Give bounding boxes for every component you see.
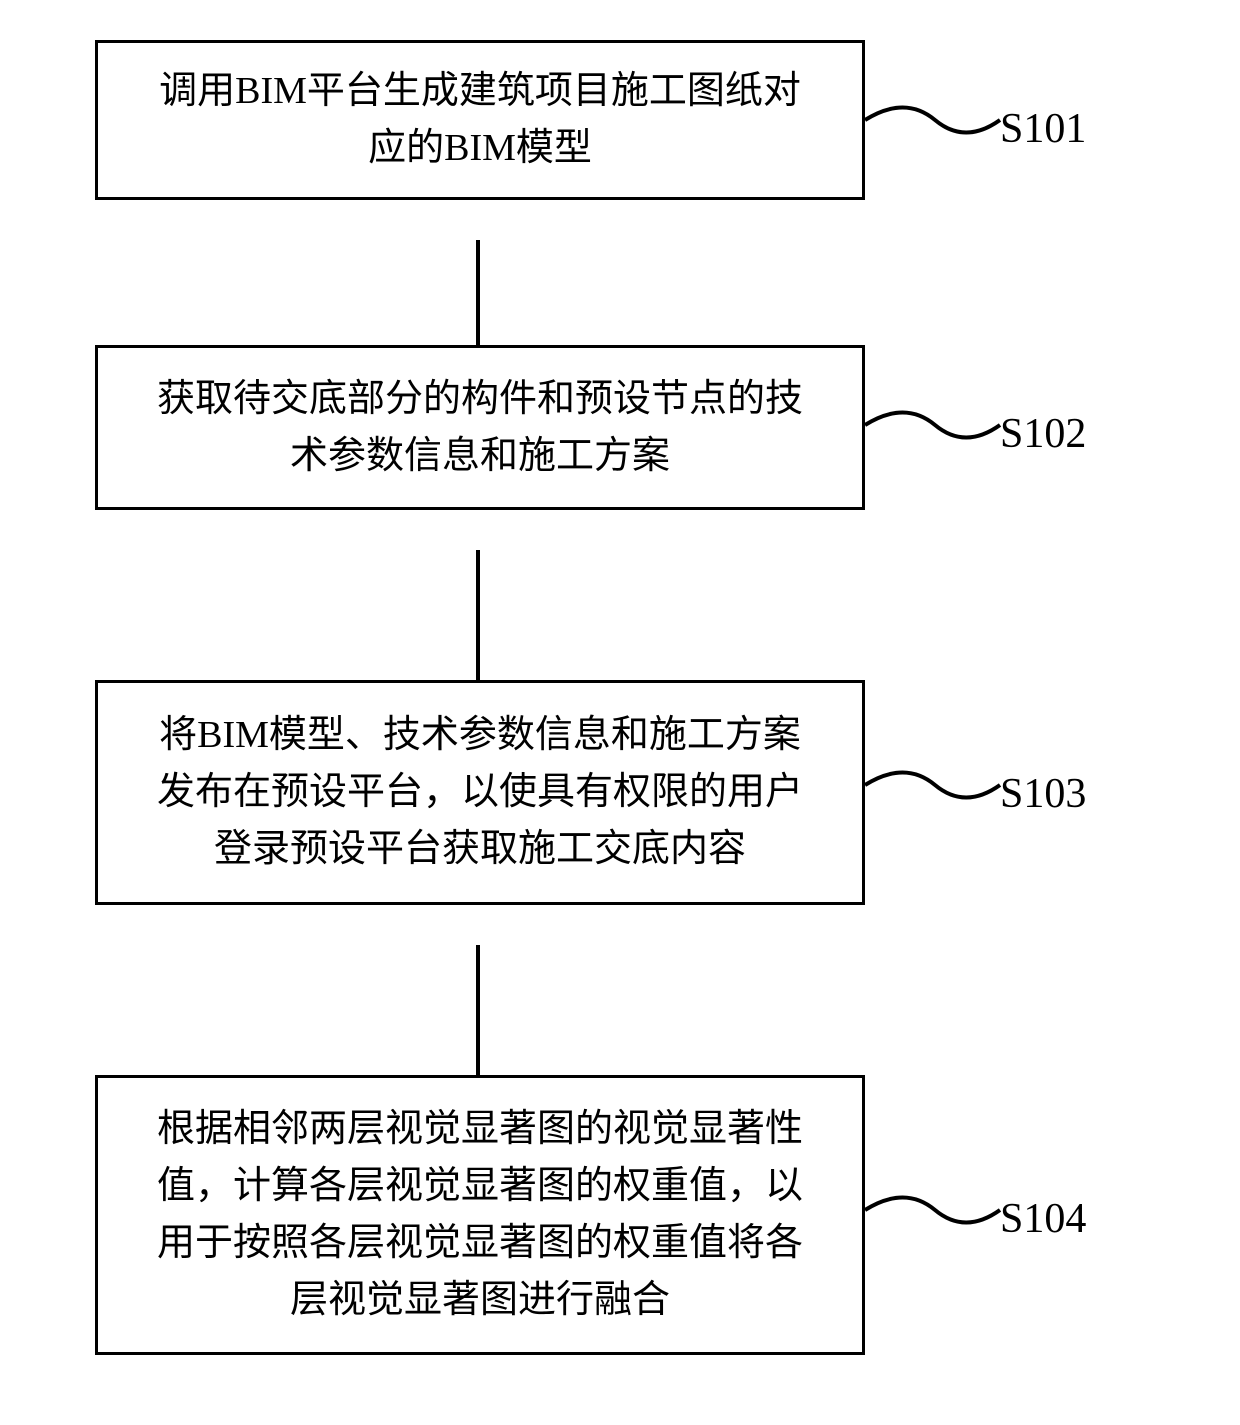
node-text: 获取待交底部分的构件和预设节点的技术参数信息和施工方案 xyxy=(157,371,803,485)
flowchart-node-step4: 根据相邻两层视觉显著图的视觉显著性值，计算各层视觉显著图的权重值，以用于按照各层… xyxy=(95,1075,865,1355)
flowchart-node-step3: 将BIM模型、技术参数信息和施工方案发布在预设平台，以使具有权限的用户登录预设平… xyxy=(95,680,865,905)
flowchart-node-step1: 调用BIM平台生成建筑项目施工图纸对应的BIM模型 xyxy=(95,40,865,200)
flowchart-node-step2: 获取待交底部分的构件和预设节点的技术参数信息和施工方案 xyxy=(95,345,865,510)
flowchart-container: 调用BIM平台生成建筑项目施工图纸对应的BIM模型 S101 获取待交底部分的构… xyxy=(0,0,1240,1425)
label-connector-step3 xyxy=(865,765,1000,820)
label-connector-step1 xyxy=(865,100,1000,155)
step-label-s103: S103 xyxy=(1000,770,1086,818)
node-text: 调用BIM平台生成建筑项目施工图纸对应的BIM模型 xyxy=(159,63,801,177)
step-label-s102: S102 xyxy=(1000,410,1086,458)
node-text: 根据相邻两层视觉显著图的视觉显著性值，计算各层视觉显著图的权重值，以用于按照各层… xyxy=(157,1101,803,1329)
label-connector-step4 xyxy=(865,1190,1000,1245)
step-label-s101: S101 xyxy=(1000,105,1086,153)
label-connector-step2 xyxy=(865,405,1000,460)
node-text: 将BIM模型、技术参数信息和施工方案发布在预设平台，以使具有权限的用户登录预设平… xyxy=(157,707,803,878)
step-label-s104: S104 xyxy=(1000,1195,1086,1243)
